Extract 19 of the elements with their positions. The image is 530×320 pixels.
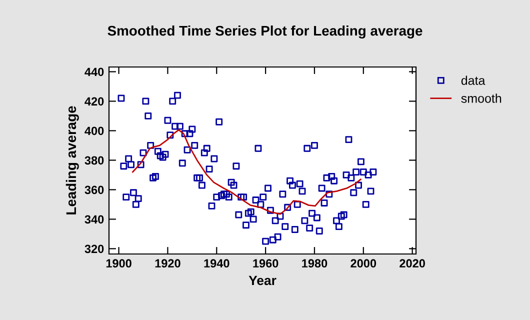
y-tick-label: 320 <box>84 244 104 254</box>
y-tick-label: 400 <box>84 126 104 136</box>
chart-title: Smoothed Time Series Plot for Leading average <box>108 25 422 39</box>
x-tick-label: 1960 <box>253 259 278 268</box>
y-tick-label: 420 <box>84 97 104 106</box>
x-tick-label: 1940 <box>204 259 230 268</box>
x-tick-label: 1900 <box>106 259 132 268</box>
x-tick-label: 1980 <box>302 259 328 268</box>
x-tick-label: 2020 <box>400 259 425 268</box>
y-axis-title: Leading average <box>66 106 79 214</box>
x-tick-label: 2000 <box>350 259 376 268</box>
y-tick-label: 340 <box>84 215 104 224</box>
y-tick-label: 360 <box>84 186 104 194</box>
y-tick-label: 380 <box>84 156 104 165</box>
legend-label: smooth <box>461 94 502 103</box>
legend-label: data <box>461 76 486 85</box>
x-tick-label: 1920 <box>155 259 180 268</box>
x-axis-title: Year <box>248 276 276 286</box>
y-tick-label: 440 <box>84 68 104 76</box>
